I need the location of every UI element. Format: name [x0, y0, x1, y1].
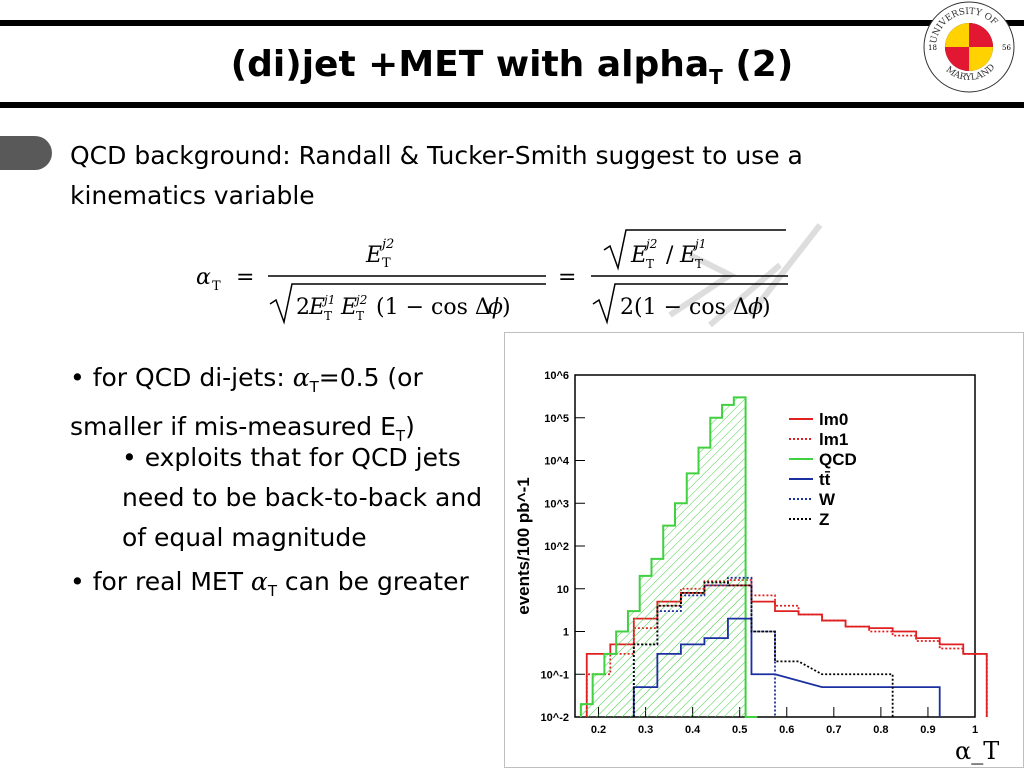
svg-text:2: 2	[296, 295, 310, 320]
x-tick-label: 0.6	[779, 724, 794, 736]
svg-text:=: =	[236, 265, 254, 290]
x-tick-label: 0.9	[920, 724, 935, 736]
x-tick-label: 0.7	[826, 724, 841, 736]
svg-text:=: =	[558, 265, 576, 290]
y-tick-label: 1	[563, 627, 569, 639]
y-tick-label: 10^3	[544, 498, 569, 510]
svg-text:E: E	[365, 243, 382, 268]
legend-label: lm1	[819, 430, 848, 449]
svg-text:T: T	[695, 257, 703, 271]
y-axis-label: events/100 pb^-1	[514, 477, 533, 615]
histogram-svg: 0.2 0.3 0.4 0.5 0.6 0.7 0.8 0.9 1 10^-2 10^-1 1 10 10…	[514, 370, 999, 765]
svg-text:α: α	[196, 265, 211, 290]
legend-label: QCD	[819, 450, 857, 469]
alpha-t-histogram: 0.2 0.3 0.4 0.5 0.6 0.7 0.8 0.9 1 10^-2 10^-1 1 10 10…	[504, 332, 1024, 768]
svg-text:): )	[762, 295, 771, 320]
svg-text:ϕ: ϕ	[488, 295, 503, 320]
y-tick-label: 10^4	[544, 456, 570, 468]
top-rule	[0, 20, 1024, 26]
series-z-line	[632, 581, 894, 717]
y-tick-label: 10^5	[544, 413, 569, 425]
svg-text:T: T	[324, 309, 332, 323]
title-end: (2)	[722, 44, 794, 85]
svg-text:): )	[502, 295, 511, 320]
x-tick-label: 0.4	[685, 724, 701, 736]
legend-label: W	[819, 490, 836, 509]
title-text: (di)jet +MET with alpha	[230, 44, 710, 85]
x-tick-label: 0.8	[873, 724, 888, 736]
svg-text:18: 18	[928, 44, 937, 52]
svg-text:j1: j1	[692, 237, 706, 251]
bullet-qcd-dijets: • for QCD di-jets: αT=0.5 (or smaller if…	[70, 363, 423, 445]
svg-text:E: E	[679, 243, 696, 268]
slide-title: (di)jet +MET with alphaT (2)	[0, 44, 1024, 89]
y-tick-label: 10^-1	[541, 669, 569, 681]
x-tick-label: 1	[972, 724, 978, 736]
svg-text:j2: j2	[353, 293, 367, 307]
background-watermark	[668, 223, 823, 328]
svg-text:T: T	[356, 309, 364, 323]
svg-text:j2: j2	[379, 237, 394, 252]
y-tick-label: 10	[557, 584, 569, 596]
svg-text:T: T	[646, 257, 654, 271]
svg-text:56: 56	[1002, 44, 1011, 52]
y-tick-label: 10^6	[544, 370, 569, 382]
series-qcd-line	[579, 396, 758, 718]
svg-text:E: E	[630, 243, 647, 268]
svg-text:E: E	[340, 295, 357, 320]
university-seal-logo: UNIVERSITY OF MARYLAND 18 56	[923, 1, 1015, 93]
svg-text:T: T	[382, 256, 391, 271]
bullet-real-met: • for real MET αT can be greater	[70, 567, 469, 600]
legend-label: tt̄	[819, 470, 831, 489]
svg-text:E: E	[308, 295, 325, 320]
legend-label: Z	[819, 510, 829, 529]
x-axis-label: α_T	[955, 737, 999, 765]
x-tick-label: 0.5	[732, 724, 747, 736]
bullet-back-to-back: • exploits that for QCD jets need to be …	[122, 443, 483, 552]
svg-text:T: T	[212, 279, 221, 294]
svg-text:/: /	[666, 243, 674, 268]
title-subscript: T	[709, 65, 723, 90]
series-tt-line	[632, 617, 941, 717]
y-tick-label: 10^-2	[541, 712, 569, 724]
x-tick-label: 0.3	[638, 724, 653, 736]
svg-text:j2: j2	[643, 237, 657, 251]
intro-text: QCD background: Randall & Tucker-Smith s…	[70, 141, 803, 210]
svg-text:(1 − cos Δ: (1 − cos Δ	[376, 295, 491, 320]
bottom-rule	[0, 102, 1024, 108]
alpha-t-formula: α T = E j2 T 2 E j1T E j2T (1 − cos Δ ϕ …	[196, 229, 788, 325]
svg-text:j1: j1	[321, 293, 335, 307]
y-tick-label: 10^2	[544, 541, 569, 553]
svg-text:2(1 − cos Δ: 2(1 − cos Δ	[620, 295, 749, 320]
svg-text:ϕ: ϕ	[748, 295, 763, 320]
legend-label: lm0	[819, 410, 848, 429]
bullet-marker	[0, 136, 52, 170]
x-tick-label: 0.2	[591, 724, 606, 736]
